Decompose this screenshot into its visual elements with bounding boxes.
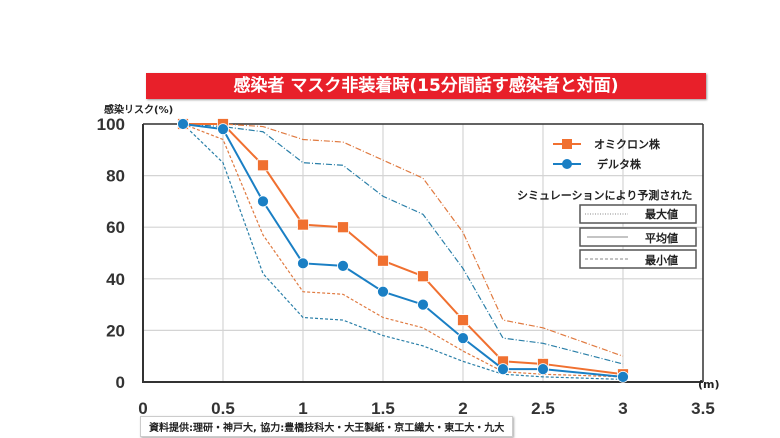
x-tick-label: 3.5	[691, 399, 715, 418]
data-point-delta	[617, 370, 629, 383]
series-line-5	[182, 123, 624, 381]
x-tick-label: 2	[458, 399, 467, 418]
legend-sim-avg: 平均値	[645, 231, 678, 245]
y-tick-label: 20	[106, 321, 125, 340]
data-point-delta	[377, 285, 389, 298]
y-tick-label: 80	[106, 167, 125, 186]
data-point-omicron	[337, 221, 349, 234]
data-point-delta	[217, 123, 229, 136]
y-tick-label: 60	[106, 218, 125, 237]
series-line-3	[182, 123, 624, 365]
legend-marker-omicron	[562, 139, 572, 149]
x-tick-label: 3	[618, 399, 627, 418]
data-point-delta	[457, 332, 469, 345]
legend-label-omicron: オミクロン株	[594, 137, 661, 151]
x-tick-label: 1.5	[371, 399, 395, 418]
chart-title: 感染者 マスク非装着時(15分間話す感染者と対面)	[146, 73, 706, 99]
legend-sim-min: 最小値	[645, 253, 678, 267]
data-point-delta	[337, 259, 349, 272]
data-point-delta	[417, 298, 429, 311]
legend-marker-delta	[562, 159, 572, 169]
series-line-4	[182, 123, 624, 378]
legend-sim-max: 最大値	[645, 207, 678, 221]
source-note: 資料提供:理研・神戸大, 協力:豊橋技科大・大王製紙・京工繊大・東工大・九大	[140, 416, 514, 437]
y-tick-label: 0	[116, 373, 125, 392]
x-axis-unit: (m)	[698, 378, 720, 391]
data-point-omicron	[257, 159, 269, 172]
tick-labels: 0 20 40 60 80 100 0 0.5 1 1.5 2 2.5 3 3.5	[97, 115, 715, 418]
y-tick-label: 100	[97, 115, 125, 134]
x-tick-label: 2.5	[531, 399, 555, 418]
data-point-omicron	[457, 314, 469, 326]
x-tick-label: 0	[138, 399, 147, 418]
legend: オミクロン株 デルタ株 シミュレーションにより予測された 最大値 平均値 最小値	[517, 137, 697, 269]
data-point-delta	[257, 195, 269, 208]
y-tick-label: 40	[106, 270, 125, 289]
y-axis-label: 感染リスク(%)	[104, 105, 174, 116]
legend-sim-heading: シミュレーションにより予測された	[517, 188, 692, 202]
series-line-2	[183, 123, 624, 357]
data-point-delta	[177, 118, 189, 130]
series-lines	[177, 118, 629, 383]
data-point-omicron	[377, 254, 389, 267]
data-point-omicron	[297, 218, 309, 231]
data-point-delta	[537, 363, 549, 376]
legend-label-delta: デルタ株	[597, 157, 642, 171]
series-line-0	[183, 123, 624, 376]
data-point-delta	[497, 363, 509, 376]
series-line-1	[182, 123, 624, 378]
data-point-delta	[297, 257, 309, 270]
x-tick-label: 0.5	[211, 399, 235, 418]
axis-lines	[142, 124, 703, 383]
x-tick-label: 1	[298, 399, 307, 418]
data-point-omicron	[417, 270, 429, 283]
